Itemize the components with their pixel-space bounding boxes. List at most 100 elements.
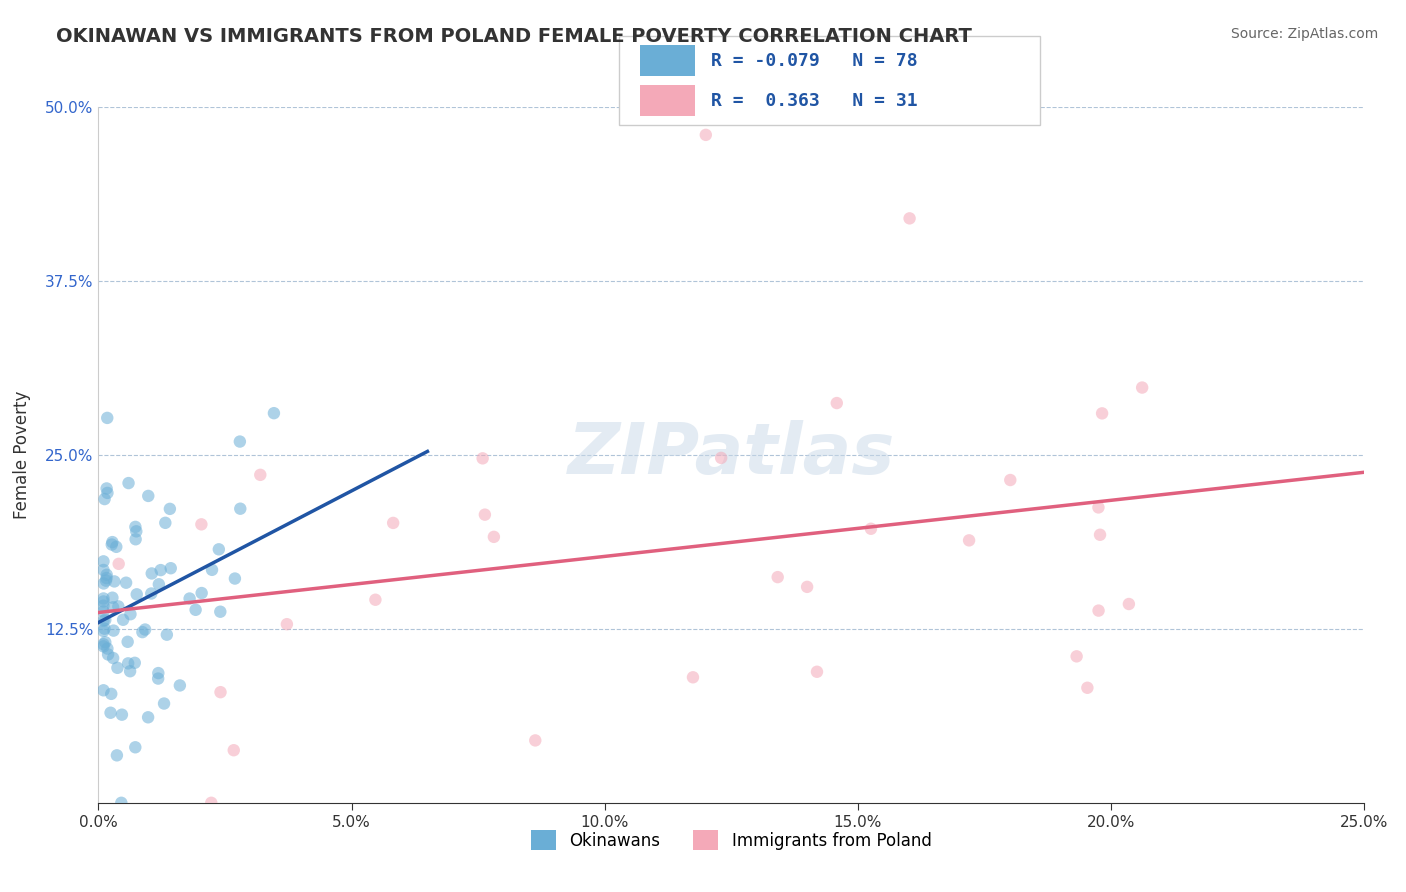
Point: [148, 666, 170, 681]
Point: [209, 685, 232, 699]
Point: [155, 516, 177, 530]
Point: [125, 524, 148, 539]
Point: [131, 625, 153, 640]
Point: [124, 520, 146, 534]
Point: [105, 748, 128, 763]
Point: [136, 489, 159, 503]
Text: OKINAWAN VS IMMIGRANTS FROM POLAND FEMALE POVERTY CORRELATION CHART: OKINAWAN VS IMMIGRANTS FROM POLAND FEMAL…: [56, 27, 972, 45]
Point: [148, 577, 170, 591]
Point: [136, 710, 159, 724]
Point: [859, 522, 882, 536]
Point: [190, 586, 212, 600]
Point: [96, 486, 118, 500]
Point: [224, 572, 246, 586]
Point: [229, 501, 252, 516]
Point: [474, 508, 496, 522]
Point: [159, 561, 181, 575]
Point: [482, 530, 505, 544]
Point: [110, 796, 132, 810]
Point: [898, 211, 921, 226]
Text: R = -0.079   N = 78: R = -0.079 N = 78: [711, 52, 918, 70]
Point: [710, 450, 733, 465]
Point: [276, 617, 298, 632]
Point: [93, 554, 115, 568]
Point: [141, 586, 163, 600]
Point: [124, 656, 146, 670]
Text: Source: ZipAtlas.com: Source: ZipAtlas.com: [1230, 27, 1378, 41]
Point: [93, 594, 115, 608]
Point: [179, 591, 201, 606]
Text: R =  0.363   N = 31: R = 0.363 N = 31: [711, 92, 918, 110]
Point: [107, 661, 129, 675]
Point: [100, 687, 122, 701]
Point: [105, 540, 128, 554]
Point: [208, 542, 231, 557]
Point: [93, 683, 115, 698]
Point: [200, 796, 222, 810]
Point: [806, 665, 828, 679]
Point: [96, 567, 118, 582]
Point: [117, 657, 139, 671]
Point: [101, 535, 124, 549]
Point: [117, 635, 139, 649]
Y-axis label: Female Poverty: Female Poverty: [13, 391, 31, 519]
Point: [93, 640, 115, 654]
Point: [1000, 473, 1022, 487]
Point: [115, 575, 138, 590]
Point: [96, 571, 118, 585]
Point: [107, 599, 129, 614]
Point: [1066, 649, 1088, 664]
Point: [94, 574, 117, 588]
Point: [695, 128, 717, 142]
Point: [249, 467, 271, 482]
Point: [120, 607, 142, 622]
Point: [1076, 681, 1098, 695]
Point: [101, 651, 124, 665]
Point: [93, 563, 115, 577]
Point: [146, 672, 169, 686]
Point: [1087, 604, 1109, 618]
Point: [93, 614, 115, 628]
Point: [103, 624, 125, 638]
Text: ZIPatlas: ZIPatlas: [568, 420, 894, 490]
Point: [94, 613, 117, 627]
Point: [1118, 597, 1140, 611]
Point: [112, 613, 135, 627]
Point: [111, 707, 134, 722]
Point: [682, 670, 704, 684]
Point: [471, 451, 494, 466]
Point: [100, 537, 122, 551]
Point: [1087, 500, 1109, 515]
Point: [120, 664, 142, 678]
Point: [229, 434, 252, 449]
Point: [209, 605, 232, 619]
Point: [1088, 528, 1111, 542]
Point: [96, 411, 118, 425]
Point: [93, 576, 115, 591]
Point: [190, 517, 212, 532]
Point: [93, 605, 115, 619]
Point: [93, 491, 115, 506]
Point: [201, 563, 224, 577]
Point: [101, 591, 124, 605]
Point: [382, 516, 405, 530]
Point: [364, 592, 387, 607]
Point: [93, 622, 115, 636]
Point: [93, 599, 115, 613]
Point: [96, 482, 118, 496]
Point: [1091, 406, 1114, 420]
Point: [1130, 380, 1153, 394]
Point: [169, 678, 191, 692]
Point: [107, 557, 129, 571]
Point: [957, 533, 980, 548]
Point: [101, 600, 124, 615]
Point: [93, 637, 115, 651]
Point: [97, 648, 120, 662]
Point: [134, 623, 156, 637]
Point: [94, 635, 117, 649]
Point: [153, 697, 176, 711]
Point: [93, 624, 115, 638]
Point: [159, 501, 181, 516]
Point: [825, 396, 848, 410]
Point: [156, 628, 179, 642]
